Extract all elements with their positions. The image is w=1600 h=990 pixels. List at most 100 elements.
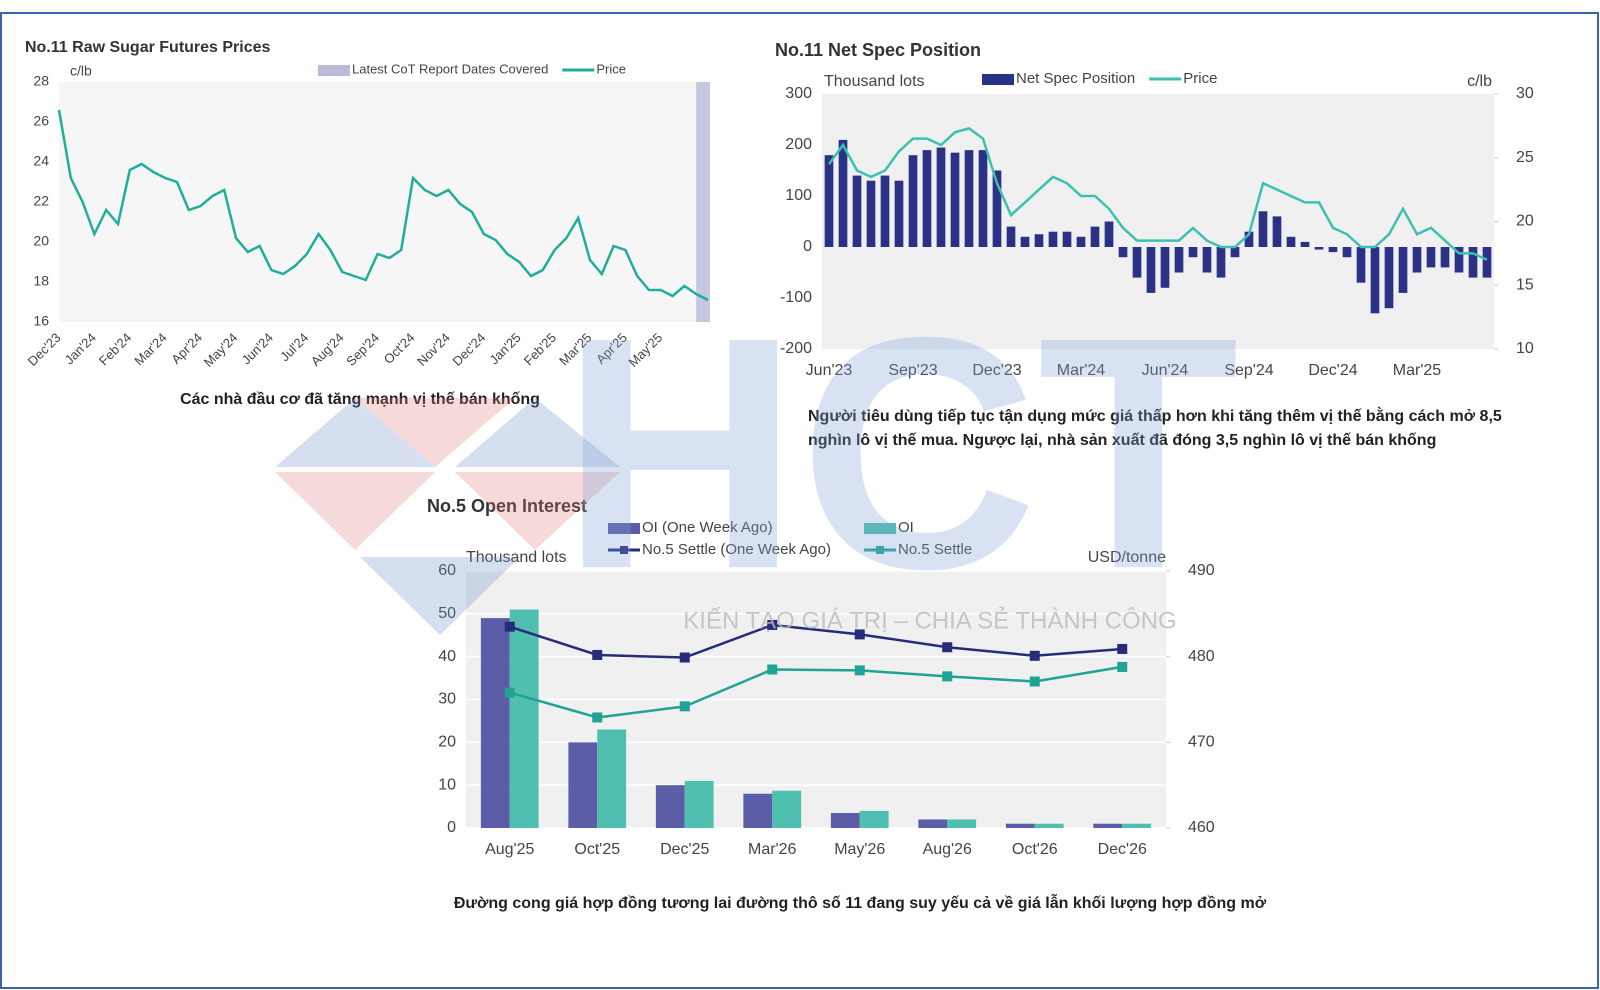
y2-axis-label: c/lb <box>1467 73 1492 90</box>
marker <box>1029 650 1040 661</box>
bar <box>992 170 1002 247</box>
bar <box>1202 247 1212 273</box>
x-tick-label: Mar'25 <box>1393 362 1442 379</box>
bar <box>1272 216 1282 247</box>
bar <box>1342 247 1352 258</box>
legend-swatch <box>608 523 640 534</box>
bar <box>947 819 977 828</box>
bar <box>1034 823 1064 828</box>
x-tick-label: Oct'25 <box>574 841 620 858</box>
y-tick-label: 0 <box>447 819 456 836</box>
bar <box>1034 234 1044 247</box>
bar <box>480 618 510 828</box>
bar <box>1062 231 1072 247</box>
bar <box>597 729 627 828</box>
caption: Người tiêu dùng tiếp tục tận dụng mức gi… <box>808 408 1502 449</box>
bar <box>1286 236 1296 247</box>
y2-tick-label: 490 <box>1188 562 1215 579</box>
marker <box>1117 643 1128 654</box>
bar <box>1188 247 1198 258</box>
y-tick-label: 26 <box>33 113 49 129</box>
bar <box>1216 247 1226 278</box>
x-tick-label: Dec'24 <box>449 330 488 369</box>
bar <box>1398 247 1408 293</box>
bar <box>568 742 598 828</box>
line <box>57 109 709 302</box>
legend-label: Price <box>596 61 626 76</box>
cot-band <box>696 82 710 322</box>
y-tick-label: 300 <box>785 85 812 102</box>
y-tick-label: 30 <box>438 691 456 708</box>
x-tick-label: Apr'24 <box>168 330 205 367</box>
plot-area <box>822 94 1494 349</box>
marker <box>504 621 515 632</box>
y-tick-label: -200 <box>780 340 812 357</box>
x-tick-label: Feb'24 <box>96 330 134 368</box>
bar <box>1244 231 1254 247</box>
x-tick-label: Dec'23 <box>972 362 1021 379</box>
y-tick-label: 22 <box>33 193 49 209</box>
y-tick-label: 0 <box>803 238 812 255</box>
bar <box>1468 247 1478 278</box>
y-tick-label: 24 <box>33 153 49 169</box>
bar <box>1482 247 1492 278</box>
marker <box>592 649 603 660</box>
marker <box>767 619 778 630</box>
x-tick-label: May'24 <box>201 330 241 370</box>
legend-label: OI (One Week Ago) <box>642 519 773 536</box>
bar <box>1426 247 1436 268</box>
x-tick-label: Jul'24 <box>277 330 311 364</box>
bar <box>1328 247 1338 253</box>
y2-tick-label: 25 <box>1516 149 1534 166</box>
bar <box>509 609 539 828</box>
y-tick-label: 20 <box>33 233 49 249</box>
bar <box>1006 226 1016 247</box>
legend-label: Price <box>1183 70 1217 87</box>
legend-label: No.5 Settle <box>898 541 972 558</box>
x-tick-label: May'25 <box>625 330 665 370</box>
bar <box>1300 241 1310 247</box>
bar <box>772 790 802 828</box>
bar <box>922 150 932 247</box>
chart: No.11 Raw Sugar Futures Prices c/lb 16 18 20… <box>25 39 710 370</box>
marker <box>854 629 865 640</box>
bar <box>950 152 960 247</box>
legend-label: Latest CoT Report Dates Covered <box>352 61 548 76</box>
line <box>509 665 1123 719</box>
bar <box>1122 823 1152 828</box>
x-tick-label: Dec'24 <box>1308 362 1357 379</box>
y-tick-label: 16 <box>33 313 49 329</box>
marker <box>592 712 603 723</box>
y-axis-label: Thousand lots <box>824 73 925 90</box>
y2-tick-label: 10 <box>1516 340 1534 357</box>
y2-tick-label: 15 <box>1516 276 1534 293</box>
bar <box>1132 247 1142 278</box>
y2-tick-label: 20 <box>1516 213 1534 230</box>
bar <box>1370 247 1380 314</box>
bar <box>894 180 904 247</box>
x-tick-label: Jun'24 <box>1142 362 1189 379</box>
bar <box>1160 247 1170 288</box>
x-tick-label: May'26 <box>834 841 885 858</box>
x-tick-label: Jan'24 <box>62 330 99 367</box>
legend-swatch <box>864 523 896 534</box>
x-tick-label: Sep'23 <box>888 362 937 379</box>
x-tick-label: Mar'25 <box>556 330 594 368</box>
line <box>827 127 1488 261</box>
bar <box>1412 247 1422 273</box>
x-tick-label: Dec'25 <box>660 841 709 858</box>
marker <box>942 671 953 682</box>
x-tick-label: Mar'26 <box>748 841 797 858</box>
legend-marker <box>620 546 628 554</box>
plot-area <box>59 82 708 322</box>
x-tick-label: Aug'24 <box>308 330 347 369</box>
bar <box>838 139 848 247</box>
x-tick-label: Oct'26 <box>1012 841 1058 858</box>
x-tick-label: Jun'23 <box>806 362 853 379</box>
legend-label: No.5 Settle (One Week Ago) <box>642 541 831 558</box>
bar <box>655 785 685 828</box>
line <box>509 623 1123 659</box>
x-tick-label: Feb'25 <box>521 330 559 368</box>
y2-tick-label: 470 <box>1188 734 1215 751</box>
